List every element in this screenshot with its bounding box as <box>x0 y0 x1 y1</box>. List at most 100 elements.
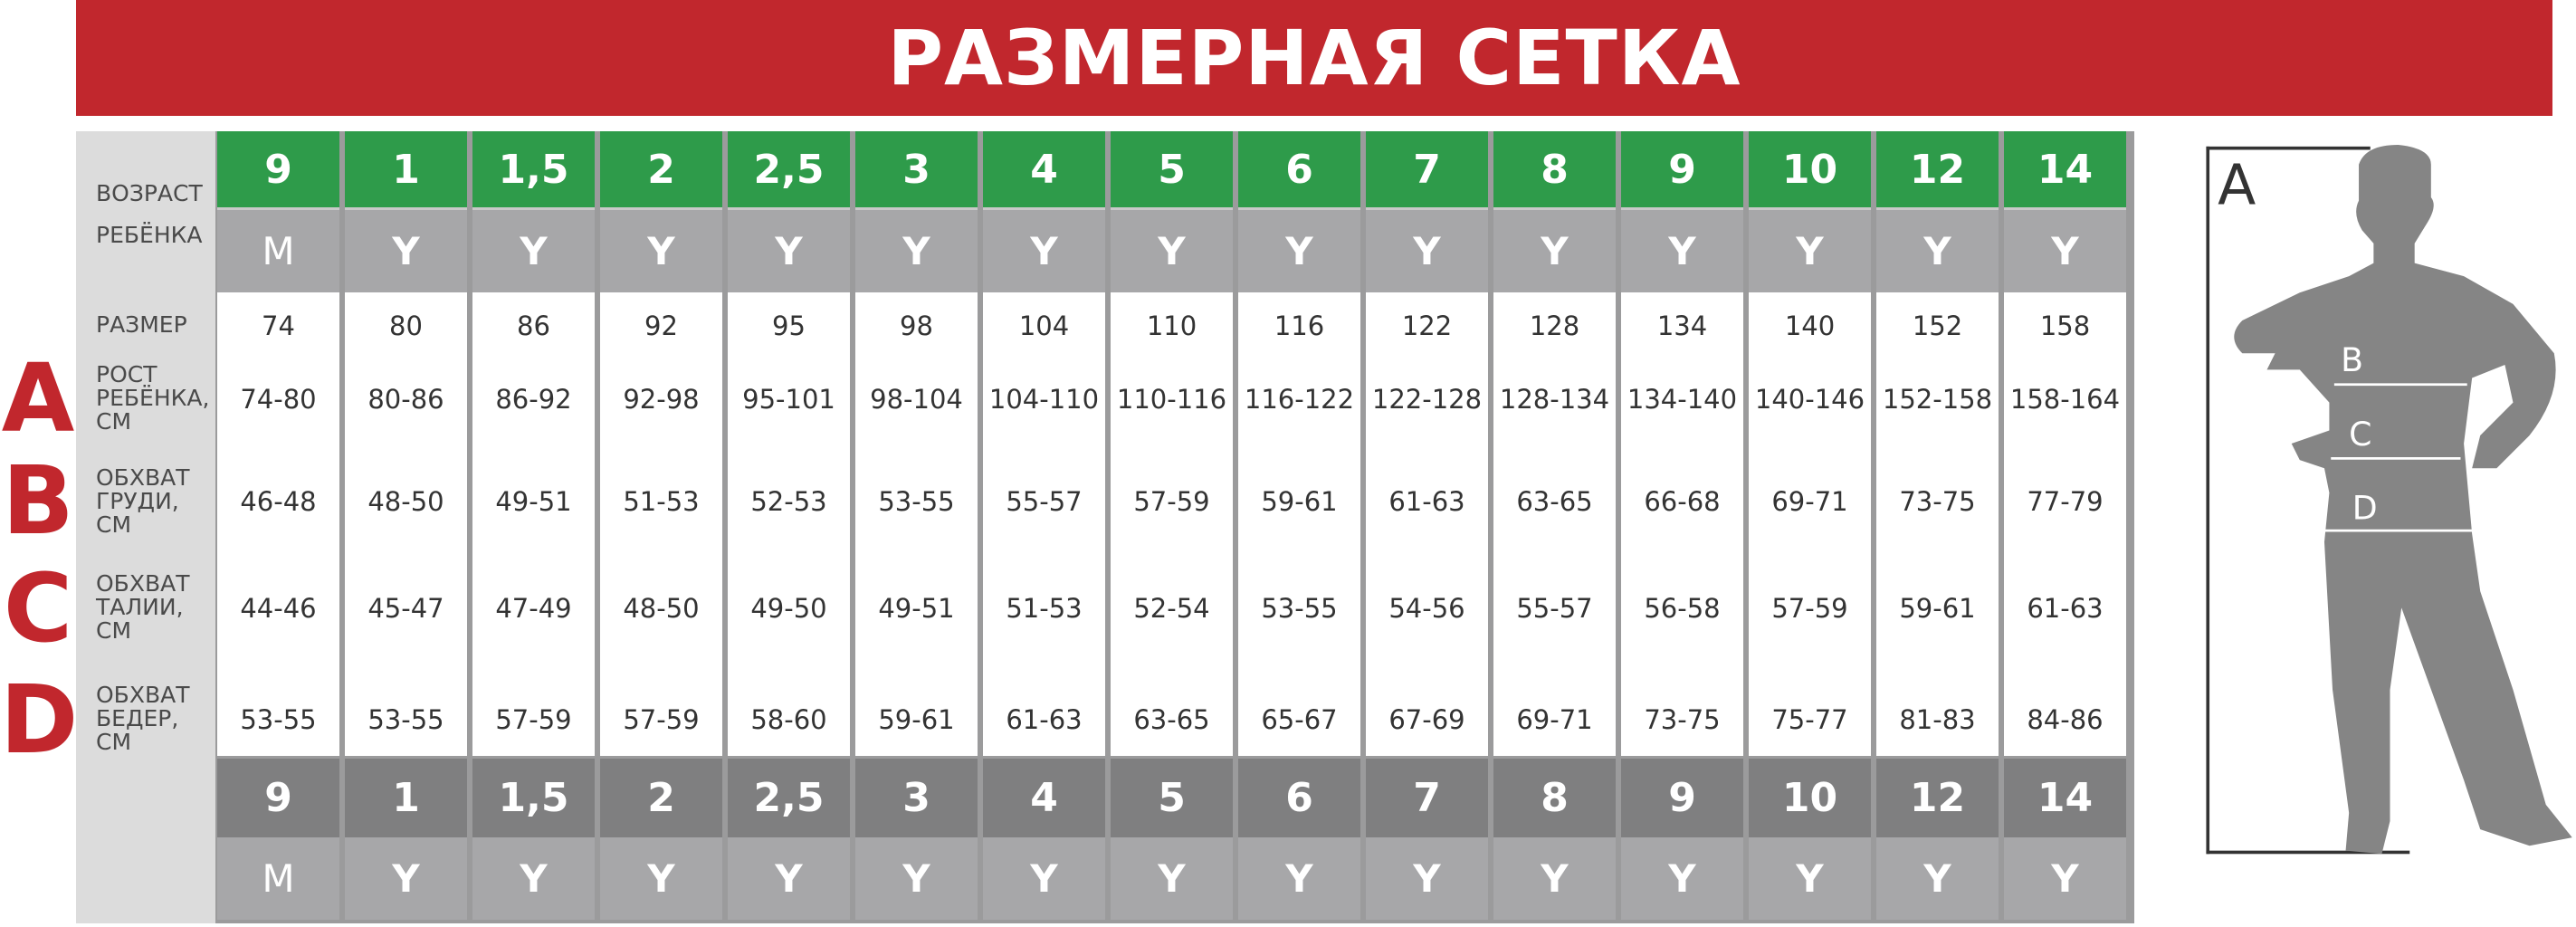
title-banner: РАЗМЕРНАЯ СЕТКА <box>76 0 2552 116</box>
chest-value: 55-57 <box>1006 486 1083 517</box>
age-footer-cell: 6 <box>1238 759 1360 837</box>
chest-value: 46-48 <box>240 486 317 517</box>
hips-value: 59-61 <box>878 704 955 735</box>
size-column: 12 Y 152 152-158 73-75 59-61 81-83 12 Y <box>1871 131 1999 923</box>
chest-value: 57-59 <box>1133 486 1210 517</box>
label-age: ВОЗРАСТ РЕБЁНКА <box>96 173 203 256</box>
hips-value: 67-69 <box>1388 704 1465 735</box>
age-unit-cell: Y <box>1366 210 1488 292</box>
age-unit-cell: Y <box>472 210 595 292</box>
size-column: 2,5 Y 95 95-101 52-53 49-50 58-60 2,5 Y <box>722 131 850 923</box>
age-footer-cell: 3 <box>855 759 978 837</box>
figure-label-c: C <box>2349 415 2371 454</box>
label-line: СМ <box>96 408 132 435</box>
letter-c: C <box>3 553 73 664</box>
chest-value: 52-53 <box>750 486 827 517</box>
label-chest: ОБХВАТ ГРУДИ, СМ <box>96 466 189 537</box>
label-size: РАЗМЕР <box>96 313 187 337</box>
waist-value: 57-59 <box>1771 593 1848 624</box>
waist-value: 55-57 <box>1516 593 1593 624</box>
hips-value: 58-60 <box>750 704 827 735</box>
age-footer-cell: 12 <box>1876 759 1999 837</box>
row-labels: ВОЗРАСТ РЕБЁНКА РАЗМЕР РОСТ РЕБЁНКА, СМ … <box>76 131 215 923</box>
age-unit-footer-cell: Y <box>1621 837 1743 920</box>
data-cell-area <box>1621 292 1743 756</box>
label-line: СМ <box>96 729 132 755</box>
letter-a: A <box>1 343 75 454</box>
chest-value: 51-53 <box>623 486 700 517</box>
age-unit-footer-cell: Y <box>600 837 722 920</box>
label-line: РОСТ <box>96 361 157 387</box>
size-value: 98 <box>900 311 933 341</box>
chest-value: 66-68 <box>1644 486 1721 517</box>
size-value: 158 <box>2039 311 2091 341</box>
waist-value: 44-46 <box>240 593 317 624</box>
waist-value: 48-50 <box>623 593 700 624</box>
height-value: 74-80 <box>240 384 317 415</box>
hips-value: 69-71 <box>1516 704 1593 735</box>
data-cell-area <box>1366 292 1488 756</box>
size-value: 80 <box>389 311 423 341</box>
chest-value: 48-50 <box>367 486 444 517</box>
size-value: 74 <box>262 311 295 341</box>
age-unit-cell: M <box>217 210 339 292</box>
chest-value: 61-63 <box>1388 486 1465 517</box>
hips-value: 53-55 <box>367 704 444 735</box>
size-value: 140 <box>1784 311 1836 341</box>
size-column: 9 M 74 74-80 46-48 44-46 53-55 9 M <box>217 131 339 923</box>
data-cell-area <box>1111 292 1233 756</box>
age-footer-cell: 1 <box>345 759 467 837</box>
data-cell-area <box>983 292 1105 756</box>
data-cell-area <box>855 292 978 756</box>
waist-value: 49-51 <box>878 593 955 624</box>
height-bracket-bottom <box>2206 850 2410 855</box>
size-column: 2 Y 92 92-98 51-53 48-50 57-59 2 Y <box>595 131 722 923</box>
age-footer-cell: 2,5 <box>728 759 850 837</box>
age-unit-cell: Y <box>1238 210 1360 292</box>
label-line: ГРУДИ, <box>96 488 179 514</box>
waist-value: 59-61 <box>1899 593 1976 624</box>
age-header-cell: 7 <box>1366 131 1488 210</box>
chest-value: 73-75 <box>1899 486 1976 517</box>
age-unit-cell: Y <box>345 210 467 292</box>
waist-value: 47-49 <box>495 593 572 624</box>
chest-value: 49-51 <box>495 486 572 517</box>
age-unit-footer-cell: Y <box>983 837 1105 920</box>
hips-value: 75-77 <box>1771 704 1848 735</box>
chest-value: 53-55 <box>878 486 955 517</box>
height-value: 128-134 <box>1499 384 1610 415</box>
age-footer-cell: 14 <box>2004 759 2126 837</box>
height-value: 122-128 <box>1371 384 1483 415</box>
age-unit-footer-cell: Y <box>728 837 850 920</box>
size-value: 92 <box>644 311 678 341</box>
age-header-cell: 3 <box>855 131 978 210</box>
chest-value: 69-71 <box>1771 486 1848 517</box>
height-value: 158-164 <box>2009 384 2121 415</box>
label-line: ВОЗРАСТ <box>96 180 203 206</box>
label-hips: ОБХВАТ БЕДЕР, СМ <box>96 683 189 754</box>
height-value: 86-92 <box>495 384 572 415</box>
hips-value: 73-75 <box>1644 704 1721 735</box>
height-value: 104-110 <box>988 384 1100 415</box>
data-cell-area <box>1493 292 1616 756</box>
age-unit-footer-cell: Y <box>1876 837 1999 920</box>
label-line: СМ <box>96 511 132 538</box>
height-value: 98-104 <box>870 384 963 415</box>
waist-value: 45-47 <box>367 593 444 624</box>
age-header-cell: 1 <box>345 131 467 210</box>
height-value: 140-146 <box>1754 384 1865 415</box>
age-header-cell: 14 <box>2004 131 2126 210</box>
data-cell-area <box>472 292 595 756</box>
size-value: 122 <box>1401 311 1453 341</box>
figure-label-d: D <box>2352 488 2378 527</box>
age-footer-cell: 8 <box>1493 759 1616 837</box>
age-header-cell: 8 <box>1493 131 1616 210</box>
height-bracket-top <box>2206 146 2371 150</box>
age-footer-cell: 2 <box>600 759 722 837</box>
chest-value: 63-65 <box>1516 486 1593 517</box>
size-value: 86 <box>517 311 550 341</box>
data-cell-area <box>1749 292 1871 756</box>
age-unit-cell: Y <box>728 210 850 292</box>
age-footer-cell: 1,5 <box>472 759 595 837</box>
size-value: 134 <box>1656 311 1708 341</box>
